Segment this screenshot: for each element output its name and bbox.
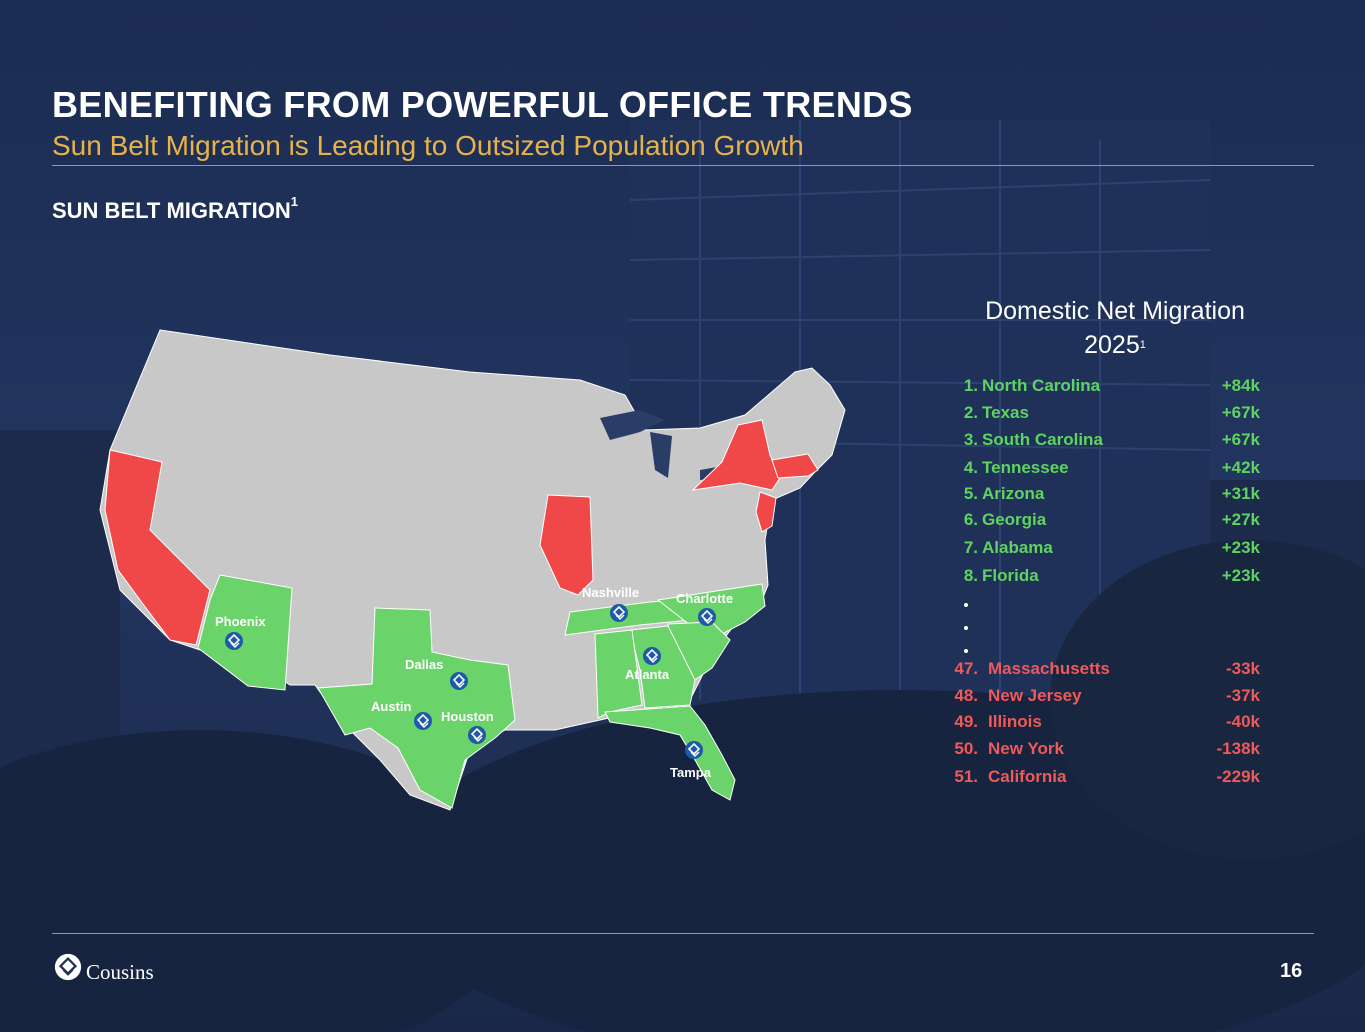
city-label-phoenix: Phoenix (215, 614, 266, 629)
nashville-marker-icon (609, 603, 629, 623)
houston-marker-icon (467, 725, 487, 745)
rank-number: 3. (963, 430, 978, 449)
rank-state: Texas (982, 403, 1029, 422)
state-new-jersey (755, 491, 777, 533)
migration-title-line1: Domestic Net Migration (985, 297, 1245, 325)
great-lakes (600, 410, 742, 480)
rank-row-arizona: 5. Arizona +31k (948, 484, 1260, 510)
rank-state: North Carolina (982, 376, 1101, 395)
page-subtitle: Sun Belt Migration is Leading to Outsize… (52, 130, 804, 161)
cousins-logo-icon (54, 953, 82, 981)
city-label-houston: Houston (441, 709, 494, 724)
rank-state: New Jersey (988, 686, 1082, 705)
austin-marker-icon (413, 711, 433, 731)
migration-title-line2: 20251 (940, 328, 1290, 362)
city-label-tampa: Tampa (670, 765, 712, 780)
rank-number: 49. (954, 712, 978, 731)
rank-value: +23k (1221, 538, 1260, 557)
rank-number: 48. (954, 686, 978, 705)
dallas-marker-icon (449, 671, 469, 691)
rank-row-georgia: 6. Georgia +27k (948, 510, 1260, 536)
rank-row-massachusetts: 47. Massachusetts -33k (948, 659, 1260, 685)
rank-value: +67k (1221, 403, 1260, 422)
rank-number: 6. (963, 510, 978, 529)
page-number: 16 (1280, 960, 1303, 982)
rank-number: 50. (954, 739, 978, 758)
city-label-atlanta: Atlanta (625, 667, 670, 682)
state-alabama (594, 629, 643, 719)
rank-state: Alabama (982, 538, 1053, 557)
rank-number: 7. (963, 538, 978, 557)
ellipsis-dot (964, 649, 968, 653)
rank-row-south-carolina: 3. South Carolina +67k (948, 430, 1260, 456)
rank-value: +23k (1221, 566, 1260, 585)
rank-value: +31k (1221, 484, 1260, 503)
rank-number: 2. (963, 403, 978, 422)
rank-value: -33k (1225, 659, 1260, 678)
city-label-dallas: Dallas (405, 657, 443, 672)
rank-value: +67k (1221, 430, 1260, 449)
state-massachusetts (771, 453, 819, 479)
rank-row-new-jersey: 48. New Jersey -37k (948, 686, 1260, 712)
section-heading-label: SUN BELT MIGRATION (52, 198, 291, 223)
page-title: BENEFITING FROM POWERFUL OFFICE TRENDS (52, 84, 913, 125)
rank-number: 51. (954, 767, 978, 786)
rank-value: -37k (1225, 686, 1260, 705)
rank-number: 1. (963, 376, 978, 395)
section-heading: SUN BELT MIGRATION1 (52, 194, 298, 224)
rank-value: +84k (1221, 376, 1260, 395)
rank-row-illinois: 49. Illinois -40k (948, 712, 1260, 738)
rank-state: Florida (982, 566, 1039, 585)
rank-state: California (988, 767, 1067, 786)
rank-state: Tennessee (982, 458, 1069, 477)
state-california (104, 449, 211, 646)
rank-state: Georgia (982, 510, 1047, 529)
rank-value: +27k (1221, 510, 1260, 529)
rank-value: -229k (1216, 767, 1260, 786)
state-texas (317, 607, 516, 809)
ellipsis-dot (964, 626, 968, 630)
cousins-logo-text: Cousins (86, 960, 154, 984)
migration-title: Domestic Net Migration 20251 (940, 294, 1290, 362)
rank-state: Illinois (988, 712, 1042, 731)
rank-row-tennessee: 4. Tennessee +42k (948, 458, 1260, 484)
state-georgia (629, 625, 696, 709)
ellipsis-dot (964, 603, 968, 607)
state-new-york (691, 419, 781, 491)
city-label-charlotte: Charlotte (676, 591, 733, 606)
rank-row-new-york: 50. New York -138k (948, 739, 1260, 765)
rank-row-north-carolina: 1. North Carolina +84k (948, 376, 1260, 402)
rank-row-florida: 8. Florida +23k (948, 566, 1260, 592)
rank-row-california: 51. California -229k (948, 767, 1260, 793)
rank-value: +42k (1221, 458, 1260, 477)
rank-state: New York (988, 739, 1064, 758)
state-illinois (539, 494, 594, 596)
rank-value: -40k (1225, 712, 1260, 731)
rank-state: Massachusetts (988, 659, 1110, 678)
rank-state: Arizona (982, 484, 1045, 503)
city-label-nashville: Nashville (582, 585, 639, 600)
rank-value: -138k (1216, 739, 1260, 758)
atlanta-marker-icon (642, 646, 662, 666)
state-florida (604, 705, 736, 801)
charlotte-marker-icon (697, 607, 717, 627)
phoenix-marker-icon (224, 631, 244, 651)
rank-number: 47. (954, 659, 978, 678)
footer-divider (52, 933, 1314, 934)
tampa-marker-icon (684, 740, 704, 760)
city-label-austin: Austin (371, 699, 412, 714)
state-arizona (197, 574, 293, 691)
section-footnote: 1 (290, 194, 298, 209)
rank-state: South Carolina (982, 430, 1103, 449)
rank-number: 8. (963, 566, 978, 585)
header-divider (52, 165, 1314, 166)
rank-row-alabama: 7. Alabama +23k (948, 538, 1260, 564)
rank-number: 4. (963, 458, 978, 477)
rank-row-texas: 2. Texas +67k (948, 403, 1260, 429)
rank-number: 5. (963, 484, 978, 503)
migration-footnote: 1 (1139, 339, 1146, 351)
migration-year: 2025 (1084, 331, 1140, 359)
